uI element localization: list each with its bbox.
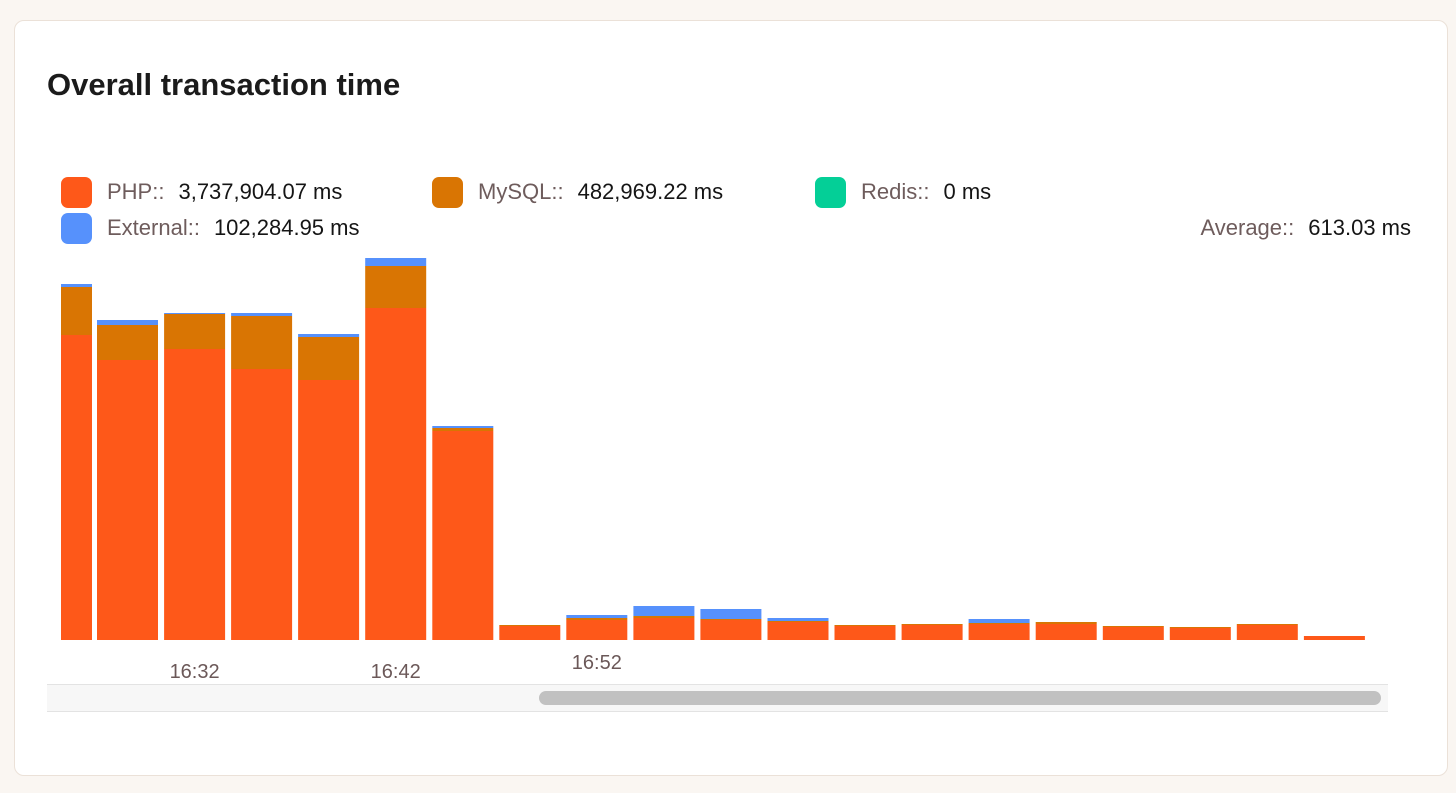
mysql-swatch-icon (432, 176, 463, 208)
bar-external-3[interactable] (231, 313, 293, 316)
bar-mysql-7[interactable] (499, 625, 561, 626)
chart-scrollbar-track[interactable] (47, 684, 1388, 712)
legend-value-redis: 0 ms (943, 179, 992, 204)
x-tick-label: 16:52 (572, 652, 622, 674)
bar-php-12[interactable] (834, 626, 896, 640)
bar-external-11[interactable] (767, 618, 829, 621)
legend-label-external: External:: (107, 215, 200, 240)
chart-title: Overall transaction time (47, 67, 401, 102)
php-swatch-icon (61, 176, 92, 208)
bar-mysql-14[interactable] (968, 623, 1030, 624)
legend-item-external[interactable]: External:: 102,284.95 ms (61, 212, 359, 244)
legend-label-php: PHP:: (107, 179, 165, 204)
bar-external-0[interactable] (61, 284, 92, 287)
bar-external-6[interactable] (432, 426, 494, 428)
bar-php-5[interactable] (365, 308, 427, 640)
bar-external-1[interactable] (97, 320, 158, 325)
redis-swatch-icon (815, 176, 846, 208)
bar-php-14[interactable] (968, 624, 1030, 640)
bar-external-8[interactable] (566, 615, 628, 618)
bar-mysql-17[interactable] (1169, 627, 1231, 628)
bar-php-17[interactable] (1169, 628, 1231, 640)
bar-php-1[interactable] (97, 360, 158, 640)
chart-scrollbar-thumb[interactable] (539, 691, 1382, 705)
bar-mysql-12[interactable] (834, 625, 896, 626)
average-label: Average:: (1200, 215, 1295, 240)
legend-item-mysql[interactable]: MySQL:: 482,969.22 ms (432, 176, 723, 208)
bar-php-16[interactable] (1102, 627, 1164, 640)
bar-php-9[interactable] (633, 618, 695, 640)
bar-mysql-4[interactable] (298, 337, 360, 380)
bar-mysql-0[interactable] (61, 287, 92, 335)
bar-php-13[interactable] (901, 625, 963, 640)
bar-php-19[interactable] (1303, 636, 1365, 640)
bar-php-18[interactable] (1236, 625, 1298, 640)
legend-label-redis: Redis:: (861, 179, 930, 204)
external-swatch-icon (61, 212, 92, 244)
bar-mysql-8[interactable] (566, 618, 628, 620)
bar-mysql-2[interactable] (164, 314, 226, 349)
legend-label-mysql: MySQL:: (478, 179, 564, 204)
bar-mysql-10[interactable] (700, 619, 762, 620)
bar-mysql-3[interactable] (231, 316, 293, 369)
bar-php-15[interactable] (1035, 624, 1097, 640)
stacked-bar-chart: 16:32 16:42 16:52 (61, 258, 1365, 683)
bar-mysql-15[interactable] (1035, 622, 1097, 624)
bar-mysql-16[interactable] (1102, 626, 1164, 627)
bar-mysql-11[interactable] (767, 621, 829, 622)
bar-external-2[interactable] (164, 313, 226, 314)
bar-php-6[interactable] (432, 431, 494, 640)
bar-external-9[interactable] (633, 606, 695, 616)
bar-php-10[interactable] (700, 620, 762, 640)
bar-external-10[interactable] (700, 609, 762, 619)
bar-php-7[interactable] (499, 626, 561, 640)
legend-value-php: 3,737,904.07 ms (178, 179, 343, 204)
legend-value-mysql: 482,969.22 ms (577, 179, 724, 204)
bar-mysql-5[interactable] (365, 266, 427, 308)
bar-php-11[interactable] (767, 622, 829, 640)
x-tick-label: 16:42 (371, 661, 421, 683)
bar-external-14[interactable] (968, 619, 1030, 623)
bar-php-0[interactable] (61, 335, 92, 640)
bar-external-4[interactable] (298, 334, 360, 337)
bar-php-4[interactable] (298, 380, 360, 640)
legend-item-php[interactable]: PHP:: 3,737,904.07 ms (61, 176, 342, 208)
bar-mysql-6[interactable] (432, 428, 494, 431)
average-readout: Average:: 613.03 ms (1200, 212, 1411, 244)
bar-external-5[interactable] (365, 258, 427, 266)
average-value: 613.03 ms (1308, 215, 1411, 240)
legend-value-external: 102,284.95 ms (213, 215, 360, 240)
bar-mysql-18[interactable] (1236, 624, 1298, 625)
bar-php-8[interactable] (566, 620, 628, 640)
bar-mysql-9[interactable] (633, 616, 695, 618)
legend-item-redis[interactable]: Redis:: 0 ms (815, 176, 991, 208)
bar-php-3[interactable] (231, 369, 293, 640)
bar-php-2[interactable] (164, 349, 226, 640)
x-tick-label: 16:32 (170, 661, 220, 683)
bar-mysql-13[interactable] (901, 624, 963, 625)
bar-mysql-1[interactable] (97, 325, 158, 360)
